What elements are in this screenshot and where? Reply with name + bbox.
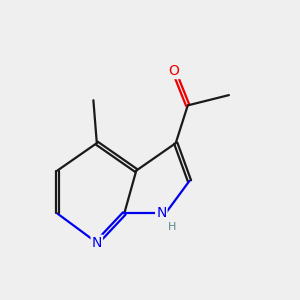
Text: N: N <box>156 206 166 220</box>
Text: H: H <box>167 222 176 232</box>
Text: O: O <box>169 64 179 78</box>
Text: N: N <box>92 236 102 250</box>
